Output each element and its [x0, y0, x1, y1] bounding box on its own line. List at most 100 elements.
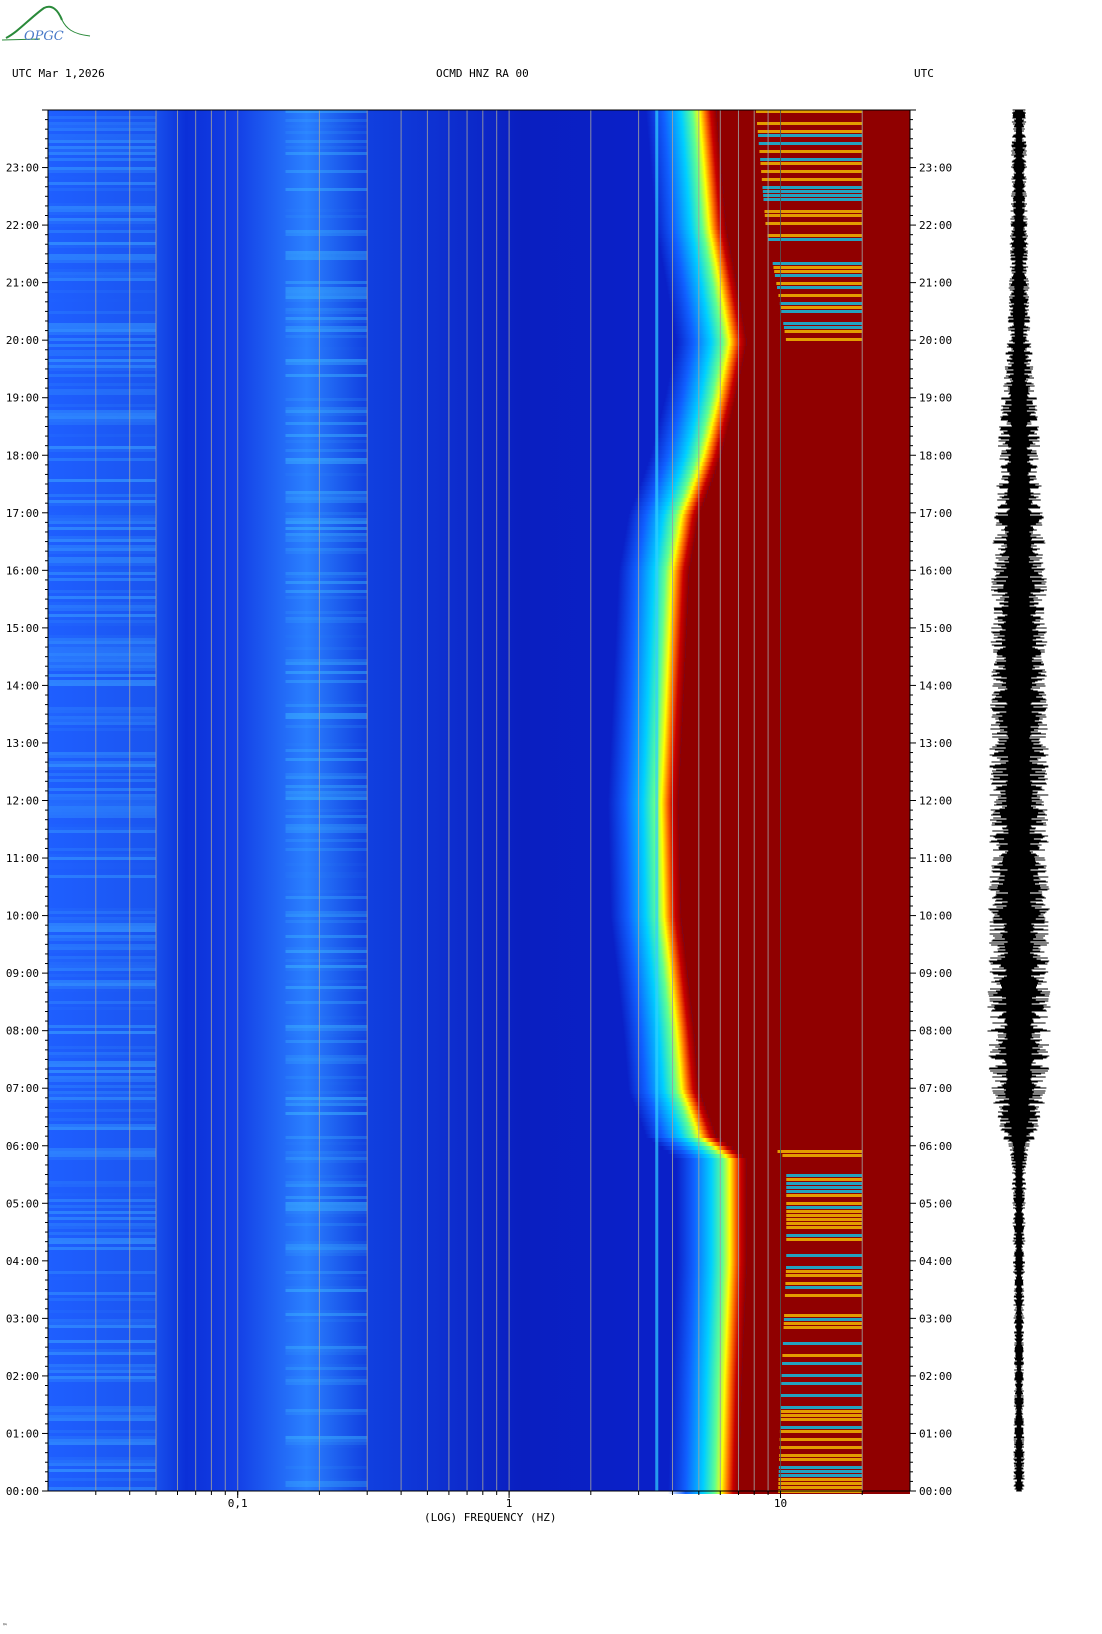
- spectral-row: [48, 1097, 157, 1100]
- quiet-period-strip: [786, 1226, 863, 1229]
- saturation-strip: [739, 374, 910, 378]
- spectral-row: [48, 560, 157, 563]
- spectral-row: [285, 233, 368, 236]
- spectral-row: [48, 224, 157, 227]
- saturation-strip: [741, 1386, 910, 1390]
- transition-strip: [608, 822, 679, 826]
- transition-strip: [625, 530, 696, 534]
- spectral-row: [285, 827, 368, 830]
- time-tick-label: 01:00: [6, 1427, 39, 1440]
- saturation-strip: [680, 910, 910, 914]
- spectral-row: [48, 1457, 157, 1460]
- transition-strip: [675, 1266, 747, 1270]
- spectral-row: [48, 863, 156, 866]
- saturation-strip: [697, 1074, 910, 1078]
- transition-strip: [611, 718, 683, 722]
- spectral-row: [48, 989, 156, 992]
- quiet-period-strip: [780, 1410, 863, 1413]
- transition-strip: [618, 574, 689, 578]
- spectral-row: [48, 182, 157, 185]
- transition-strip: [671, 1374, 742, 1378]
- spectral-row: [285, 410, 368, 413]
- transition-strip: [674, 1294, 746, 1298]
- transition-strip: [649, 158, 721, 162]
- saturation-strip: [717, 126, 910, 130]
- quiet-period-strip: [757, 122, 863, 125]
- transition-strip: [624, 1038, 695, 1042]
- spectral-row: [48, 1124, 157, 1127]
- saturation-strip: [685, 658, 910, 662]
- spectral-row: [285, 1001, 368, 1004]
- spectral-row: [285, 1076, 368, 1079]
- spectral-row: [285, 860, 367, 863]
- transition-strip: [676, 1162, 747, 1166]
- spectral-row: [48, 638, 157, 641]
- saturation-strip: [684, 678, 910, 682]
- saturation-strip: [731, 414, 910, 418]
- transition-strip: [653, 442, 724, 446]
- transition-strip: [674, 1306, 745, 1310]
- transition-strip: [645, 110, 717, 114]
- spectral-row: [48, 623, 157, 626]
- saturation-strip: [680, 746, 910, 750]
- spectral-row: [285, 758, 368, 761]
- time-axis-right: 00:00 01:00 02:00 03:00 04:00 05:00 06:00 07:00…: [910, 109, 952, 1498]
- saturation-strip: [686, 634, 910, 638]
- spectral-row: [48, 1418, 157, 1421]
- saturation-strip: [689, 570, 910, 574]
- spectral-row: [285, 824, 368, 827]
- spectral-row: [285, 1091, 368, 1094]
- saturation-strip: [678, 802, 910, 806]
- transition-strip: [658, 238, 729, 242]
- time-tick-label: 21:00: [919, 277, 952, 290]
- transition-strip: [647, 126, 718, 130]
- transition-strip: [623, 1030, 694, 1034]
- time-tick-label: 17:00: [919, 507, 952, 520]
- transition-strip: [668, 1466, 740, 1470]
- frequency-tick-label: 10: [774, 1497, 787, 1510]
- transition-strip: [676, 1210, 747, 1214]
- transition-strip: [615, 630, 687, 634]
- spectral-row: [285, 872, 368, 875]
- saturation-strip: [719, 458, 910, 462]
- quiet-period-strip: [781, 1382, 863, 1385]
- transition-strip: [617, 582, 689, 586]
- spectral-row: [48, 794, 157, 797]
- saturation-strip: [738, 382, 910, 386]
- spectral-row: [285, 671, 368, 674]
- saturation-strip: [714, 1130, 910, 1134]
- saturation-strip: [746, 1198, 910, 1202]
- saturation-strip: [720, 154, 910, 158]
- spectral-row: [285, 500, 368, 503]
- quiet-period-strip: [763, 194, 863, 197]
- transition-strip: [655, 218, 726, 222]
- saturation-strip: [742, 362, 910, 366]
- saturation-strip: [689, 986, 910, 990]
- spectral-row: [285, 1271, 368, 1274]
- spectral-row: [48, 1430, 157, 1433]
- transition-strip: [670, 1402, 742, 1406]
- spectral-row: [48, 188, 157, 191]
- spectral-row: [48, 1151, 157, 1154]
- saturation-strip: [691, 558, 910, 562]
- transition-strip: [609, 886, 681, 890]
- saturation-strip: [721, 1138, 910, 1142]
- transition-strip: [666, 282, 737, 286]
- spectral-row: [285, 326, 368, 329]
- saturation-strip: [742, 318, 910, 322]
- transition-strip: [617, 586, 689, 590]
- saturation-strip: [684, 946, 910, 950]
- spectral-row: [48, 962, 157, 965]
- transition-strip: [673, 1330, 744, 1334]
- spectral-row: [48, 1364, 157, 1367]
- transition-strip: [669, 1446, 740, 1450]
- transition-strip: [618, 578, 689, 582]
- time-tick-label: 18:00: [6, 449, 39, 462]
- spectral-row: [48, 761, 157, 764]
- saturation-strip: [746, 1246, 910, 1250]
- spectral-row: [285, 1253, 368, 1256]
- saturation-strip: [688, 982, 910, 986]
- saturation-strip: [701, 1094, 910, 1098]
- spectral-row: [285, 590, 368, 593]
